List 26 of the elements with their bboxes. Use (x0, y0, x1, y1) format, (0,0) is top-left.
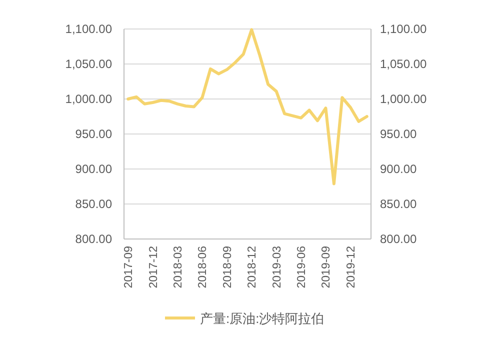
y2-tick-label: 1,100.00 (380, 22, 428, 36)
y2-tick-label: 1,050.00 (380, 57, 428, 71)
x-tick-label: 2018-12 (246, 246, 259, 288)
x-tick-label: 2017-12 (148, 246, 160, 288)
x-tick-label: 2019-06 (296, 246, 308, 288)
y-tick-label: 850.00 (75, 197, 112, 211)
x-tick-label: 2017-09 (123, 246, 136, 288)
y2-tick-label: 850.00 (380, 197, 418, 211)
line-series (126, 28, 368, 186)
x-tick-label: 2018-03 (172, 246, 185, 288)
x-tick-label: 2018-06 (197, 246, 210, 288)
x-tick-label: 2019-12 (345, 246, 358, 288)
x-tick-label: 2019-09 (320, 246, 333, 288)
x-tick-label: 2018-09 (222, 246, 234, 288)
y2-tick-label: 800.00 (380, 232, 418, 246)
y-tick-label: 1,000.00 (65, 92, 112, 106)
y2-tick-label: 900.00 (380, 162, 418, 176)
y2-tick-label: 1,000.00 (380, 92, 428, 106)
y-tick-label: 950.00 (75, 127, 112, 141)
y-tick-label: 1,050.00 (65, 57, 112, 71)
y-tick-label: 900.00 (75, 162, 112, 176)
y2-tick-label: 950.00 (380, 127, 418, 141)
x-tick-label: 2019-03 (271, 246, 284, 288)
y-tick-label: 800.00 (75, 232, 112, 246)
y-tick-label: 1,100.00 (65, 22, 112, 36)
legend-label: 产量:原油:沙特阿拉伯 (200, 311, 324, 326)
